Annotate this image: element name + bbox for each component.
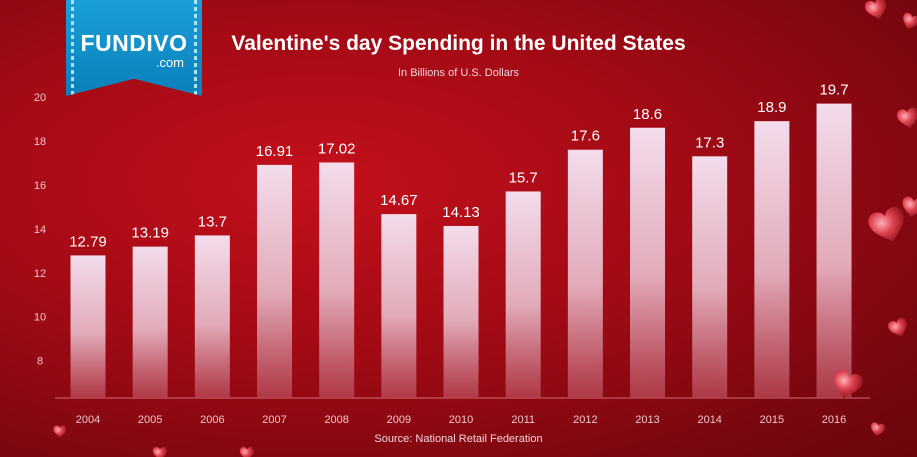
decorative-hearts: [53, 0, 917, 457]
heart-icon: [903, 12, 917, 30]
heart-icon: [834, 370, 863, 399]
x-tick-label-2011: 2011: [511, 414, 535, 426]
x-tick-label-2012: 2012: [573, 414, 597, 426]
heart-icon: [902, 196, 917, 218]
x-tick-label-2014: 2014: [697, 414, 721, 426]
chart-source: Source: National Retail Federation: [374, 433, 543, 445]
bar-2013[interactable]: [630, 127, 666, 398]
y-tick-label: 16: [34, 180, 46, 192]
bar-2016[interactable]: [816, 103, 852, 398]
y-tick-label: 8: [37, 356, 43, 368]
bar-2012[interactable]: [567, 149, 603, 398]
x-tick-label-2007: 2007: [262, 414, 286, 426]
data-label-2008: 17.02: [318, 140, 356, 157]
logo-name: FUNDIVO: [80, 30, 188, 56]
x-tick-label-2009: 2009: [387, 414, 411, 426]
heart-icon: [53, 425, 67, 438]
data-label-2010: 14.13: [442, 204, 480, 221]
heart-icon: [152, 447, 168, 457]
bar-2004[interactable]: [70, 255, 106, 398]
heart-icon: [888, 317, 907, 337]
bar-2010[interactable]: [443, 225, 479, 398]
data-label-2014: 17.3: [695, 134, 724, 151]
data-label-2016: 19.7: [819, 82, 848, 99]
data-label-2015: 18.9: [757, 99, 786, 116]
y-tick-label: 14: [34, 224, 46, 236]
data-label-2009: 14.67: [380, 192, 418, 209]
y-tick-label: 18: [34, 136, 46, 148]
logo-domain: .com: [155, 55, 184, 70]
y-tick-label: 20: [34, 92, 46, 104]
heart-icon: [868, 206, 904, 242]
bar-2006[interactable]: [194, 235, 230, 398]
x-tick-label-2013: 2013: [635, 414, 659, 426]
data-label-2013: 18.6: [633, 106, 662, 123]
y-tick-label: 12: [34, 268, 46, 280]
bar-2014[interactable]: [692, 156, 728, 398]
bar-2011[interactable]: [505, 191, 541, 398]
data-label-2005: 13.19: [131, 225, 169, 242]
x-tick-label-2005: 2005: [138, 414, 162, 426]
chart-title: Valentine's day Spending in the United S…: [231, 32, 686, 55]
x-tick-label-2015: 2015: [760, 414, 784, 426]
x-tick-label-2008: 2008: [324, 414, 348, 426]
data-label-2006: 13.7: [198, 213, 227, 230]
x-tick-label-2004: 2004: [76, 414, 100, 426]
data-label-2004: 12.79: [69, 233, 107, 250]
data-label-2012: 17.6: [571, 128, 600, 145]
x-tick-label-2010: 2010: [449, 414, 473, 426]
bar-2007[interactable]: [257, 164, 293, 398]
bar-2005[interactable]: [132, 246, 168, 398]
x-tick-label-2006: 2006: [200, 414, 224, 426]
bar-2015[interactable]: [754, 121, 790, 399]
heart-icon: [871, 422, 886, 437]
chart-bars: 12.79 2004 13.19 2005 13.7 2006 16.91 2007 17.02…: [69, 82, 852, 426]
heart-icon: [864, 0, 887, 20]
x-tick-label-2016: 2016: [822, 414, 846, 426]
data-label-2007: 16.91: [256, 143, 294, 160]
data-label-2011: 15.7: [509, 169, 538, 186]
y-tick-label: 10: [34, 312, 46, 324]
bar-2009[interactable]: [381, 214, 417, 398]
chart-subtitle: In Billions of U.S. Dollars: [397, 67, 520, 79]
heart-icon: [897, 107, 917, 129]
bar-2008[interactable]: [319, 162, 355, 398]
heart-icon: [239, 447, 255, 457]
